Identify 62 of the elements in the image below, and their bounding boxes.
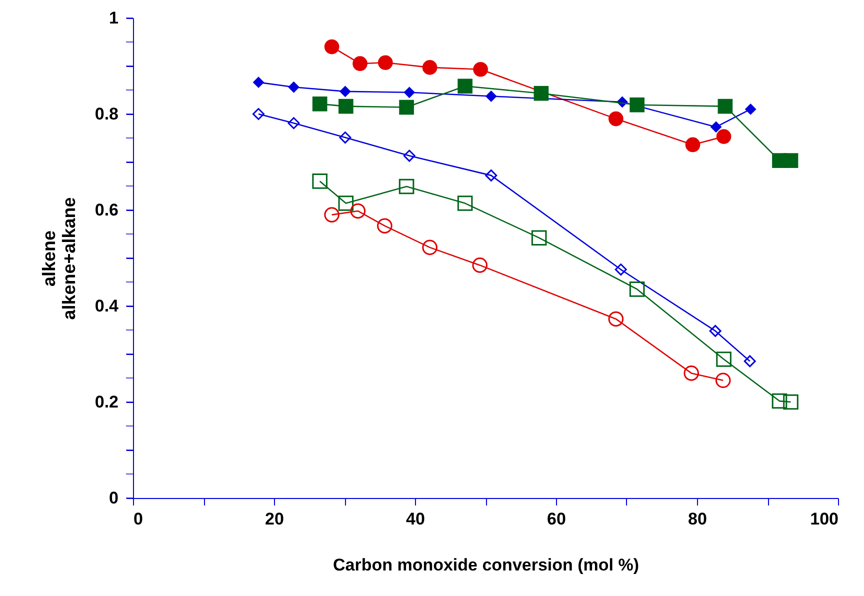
point (324, 207, 340, 222)
point (378, 55, 393, 70)
point (716, 352, 732, 367)
point (352, 56, 368, 71)
point (312, 174, 328, 189)
y-tick-label: 0.6 (94, 200, 118, 220)
point (457, 196, 473, 211)
point (485, 90, 497, 102)
point (288, 81, 300, 93)
point (252, 108, 264, 120)
point (377, 218, 392, 234)
x-axis-title: Carbon monoxide conversion (mol %) (332, 556, 640, 574)
point (472, 258, 488, 273)
y-tick-label: 0 (109, 488, 118, 508)
point (531, 230, 547, 246)
point (458, 78, 472, 94)
point (608, 111, 624, 126)
x-tick-label: 100 (810, 510, 838, 528)
point (473, 62, 488, 77)
x-tick-label: 60 (547, 510, 566, 528)
point (709, 324, 722, 337)
point (744, 355, 756, 368)
point (485, 169, 498, 182)
point (350, 203, 366, 219)
point (783, 394, 798, 410)
point (744, 104, 756, 115)
point (630, 97, 644, 112)
point (684, 366, 699, 381)
y-tick-label: 0.2 (94, 392, 118, 412)
point (398, 178, 414, 194)
point (629, 282, 645, 297)
point (718, 98, 733, 114)
x-tick-label: 40 (406, 510, 425, 528)
x-tick-label: 0 (134, 510, 143, 528)
point (710, 121, 722, 133)
y-tick-label: 0.8 (94, 104, 118, 124)
point (614, 264, 627, 276)
point (312, 96, 328, 112)
point (715, 372, 731, 388)
point (404, 86, 416, 98)
point (324, 39, 340, 54)
y-axis-title: alkene alkene+alkane (38, 197, 79, 320)
point (339, 132, 352, 144)
point (252, 76, 264, 88)
point (399, 100, 414, 115)
point (288, 117, 300, 130)
x-tick-label: 20 (265, 510, 284, 528)
point (338, 98, 354, 114)
point (685, 137, 700, 152)
y-tick-label: 1 (109, 8, 118, 28)
y-tick-label: 0.4 (94, 296, 120, 316)
x-tick-label: 80 (688, 510, 707, 528)
point (403, 150, 416, 162)
point (772, 393, 788, 409)
point (422, 60, 438, 75)
point (608, 311, 624, 327)
point (340, 86, 351, 98)
point (422, 240, 438, 256)
point (534, 86, 549, 101)
point (338, 196, 354, 211)
point (716, 129, 732, 144)
point (783, 153, 798, 168)
